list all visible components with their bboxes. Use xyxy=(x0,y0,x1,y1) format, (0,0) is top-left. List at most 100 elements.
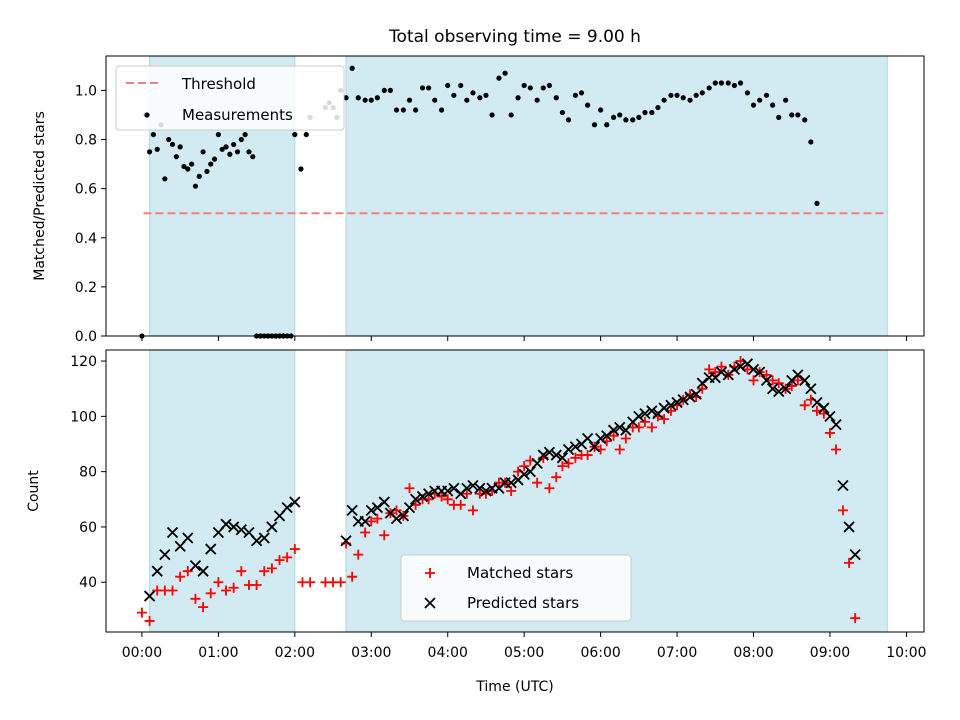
ratio-y-axis-label: Matched/Predicted stars xyxy=(32,111,48,281)
data-point xyxy=(281,501,293,514)
data-point xyxy=(397,510,410,522)
data-point xyxy=(734,360,747,373)
data-point xyxy=(223,144,229,150)
data-point xyxy=(208,161,214,167)
data-point xyxy=(467,505,478,516)
data-point xyxy=(355,95,361,101)
data-point xyxy=(659,414,670,425)
y-tick-label: 60 xyxy=(79,520,97,536)
data-point xyxy=(563,458,574,469)
data-point xyxy=(483,92,489,98)
data-point xyxy=(506,486,517,496)
data-point xyxy=(556,452,569,464)
data-point xyxy=(543,446,556,458)
data-point xyxy=(242,131,248,138)
data-point xyxy=(570,452,581,463)
legend-box xyxy=(115,65,345,131)
data-point xyxy=(150,131,156,138)
data-point xyxy=(289,496,301,508)
data-point xyxy=(532,477,543,488)
ratio-legend: Threshold Measurements xyxy=(115,65,345,131)
data-point xyxy=(757,97,763,103)
data-point xyxy=(246,149,252,155)
data-point xyxy=(639,416,650,427)
data-point xyxy=(550,449,562,461)
data-point xyxy=(258,532,270,544)
data-point xyxy=(620,433,631,444)
data-point xyxy=(811,396,823,409)
data-point xyxy=(477,95,483,101)
data-point xyxy=(753,366,766,378)
data-point xyxy=(353,549,364,560)
y-tick-label: 80 xyxy=(79,465,97,481)
y-tick-label: 0.4 xyxy=(75,231,97,247)
data-point xyxy=(181,163,187,170)
data-point xyxy=(445,82,451,89)
data-point xyxy=(831,444,842,455)
data-point xyxy=(371,501,384,514)
plot-frame xyxy=(105,55,925,337)
data-point xyxy=(737,80,744,86)
data-point xyxy=(259,566,270,577)
data-point xyxy=(211,156,218,162)
data-point xyxy=(409,493,422,505)
data-point xyxy=(750,102,757,108)
data-point xyxy=(416,490,429,503)
data-point xyxy=(527,85,533,91)
data-point xyxy=(347,571,358,582)
x-tick-label: 06:00 xyxy=(580,645,620,661)
data-point xyxy=(646,405,658,417)
data-point xyxy=(540,85,546,91)
data-point xyxy=(379,530,390,541)
data-point xyxy=(298,166,304,172)
data-point xyxy=(250,535,263,547)
data-point xyxy=(234,149,241,155)
data-point xyxy=(167,585,178,596)
plot-frame xyxy=(105,349,925,633)
data-point xyxy=(250,154,256,160)
data-point xyxy=(553,95,559,101)
data-point xyxy=(531,457,543,469)
x-tick-label: 10:00 xyxy=(886,645,926,661)
data-point xyxy=(235,524,247,536)
data-point xyxy=(814,200,820,206)
data-point xyxy=(146,149,153,155)
data-point xyxy=(696,377,708,389)
data-point xyxy=(799,374,811,387)
data-point xyxy=(607,424,620,436)
data-point xyxy=(368,97,374,103)
data-point xyxy=(436,491,447,502)
legend-predicted-label: Predicted stars xyxy=(467,594,579,612)
x-tick-label: 08:00 xyxy=(733,645,773,661)
data-point xyxy=(349,65,355,71)
data-point xyxy=(374,95,380,101)
data-point xyxy=(166,136,172,143)
data-point xyxy=(601,430,613,442)
data-point xyxy=(159,548,171,561)
data-point xyxy=(766,383,779,395)
data-point xyxy=(799,400,810,411)
y-tick-label: 0.2 xyxy=(75,280,97,296)
data-point xyxy=(546,82,553,89)
data-point xyxy=(747,363,760,375)
data-point xyxy=(422,488,435,500)
data-point xyxy=(537,449,549,461)
data-point xyxy=(617,112,623,118)
data-point xyxy=(204,168,210,175)
data-point xyxy=(189,560,202,572)
data-point xyxy=(760,374,773,387)
data-point xyxy=(773,378,784,389)
x-axis-label: Time (UTC) xyxy=(475,679,553,695)
data-point xyxy=(198,602,209,613)
data-point xyxy=(767,375,778,386)
data-point xyxy=(362,97,368,103)
data-point xyxy=(451,92,457,98)
data-point xyxy=(393,107,400,113)
data-point xyxy=(231,141,237,148)
data-point xyxy=(413,107,419,113)
data-point xyxy=(690,388,702,400)
data-point xyxy=(773,385,785,398)
data-point xyxy=(818,402,830,414)
data-point xyxy=(614,421,626,434)
shaded-interval xyxy=(149,349,296,633)
